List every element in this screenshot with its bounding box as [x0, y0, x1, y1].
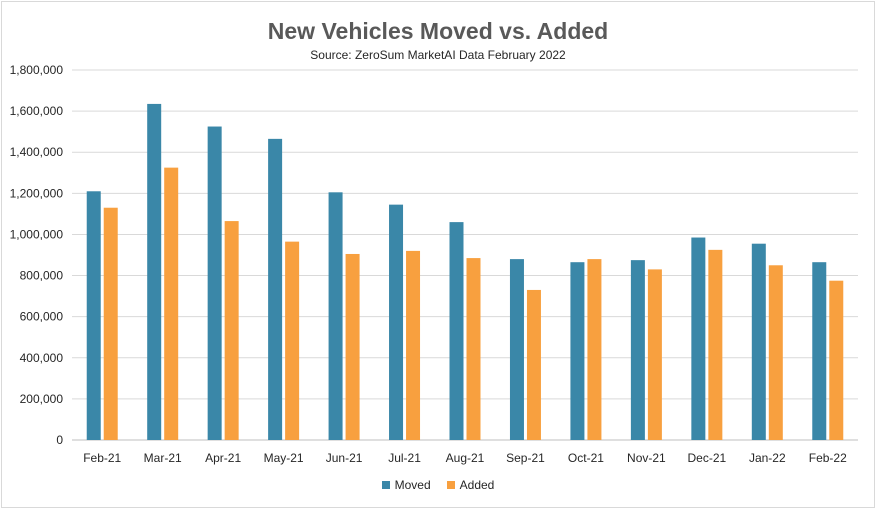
- y-tick-label: 400,000: [20, 351, 64, 365]
- chart-title: New Vehicles Moved vs. Added: [267, 18, 609, 44]
- bar-added-jun-21: [345, 253, 360, 440]
- x-axis-ticks: Feb-21 Mar-21 Apr-21 May-21 Jun-21 Jul-21 Aug-…: [83, 451, 847, 465]
- y-tick-label: 1,200,000: [10, 186, 64, 200]
- legend-label-added: Added: [459, 478, 495, 492]
- gridlines: [72, 69, 858, 441]
- bar-moved-aug-21: [449, 222, 464, 440]
- bar-moved-jul-21: [389, 204, 404, 440]
- x-tick-label: Jan-22: [749, 451, 786, 465]
- x-tick-label: Aug-21: [446, 451, 485, 465]
- bar-moved-nov-21: [630, 260, 645, 440]
- x-tick-label: Sep-21: [506, 451, 545, 465]
- bar-moved-apr-21: [207, 126, 222, 441]
- bar-added-mar-21: [164, 167, 179, 440]
- bars: [86, 103, 844, 441]
- y-tick-label: 1,800,000: [10, 63, 64, 77]
- y-tick-label: 1,600,000: [10, 104, 64, 118]
- bar-moved-sep-21: [509, 259, 524, 440]
- bar-added-apr-21: [224, 221, 239, 440]
- x-tick-label: May-21: [264, 451, 304, 465]
- bar-added-aug-21: [466, 258, 481, 440]
- x-tick-label: Mar-21: [144, 451, 182, 465]
- bar-moved-jun-21: [328, 192, 343, 440]
- bar-moved-jan-22: [751, 243, 766, 440]
- x-tick-label: Jun-21: [326, 451, 363, 465]
- bar-added-oct-21: [587, 259, 602, 440]
- bar-moved-dec-21: [691, 237, 706, 440]
- bar-added-feb-21: [103, 207, 118, 440]
- bar-moved-oct-21: [570, 262, 585, 440]
- legend-swatch-moved: [381, 481, 390, 489]
- x-tick-label: Feb-21: [83, 451, 121, 465]
- legend-item-added: Added: [446, 478, 495, 492]
- legend-item-moved: Moved: [381, 478, 431, 492]
- x-tick-label: Dec-21: [688, 451, 727, 465]
- bar-added-nov-21: [647, 269, 662, 440]
- x-tick-label: Feb-22: [809, 451, 847, 465]
- y-tick-label: 800,000: [20, 269, 64, 283]
- y-tick-label: 1,000,000: [10, 227, 64, 241]
- legend-label-moved: Moved: [394, 478, 431, 492]
- y-tick-label: 0: [56, 433, 63, 447]
- y-axis-ticks: 0 200,000 400,000 600,000 800,000 1,000,000 1,…: [10, 63, 64, 447]
- bar-added-sep-21: [526, 289, 541, 440]
- legend-swatch-added: [446, 481, 455, 489]
- bar-added-jul-21: [406, 250, 421, 440]
- x-tick-label: Jul-21: [388, 451, 421, 465]
- x-tick-label: Oct-21: [568, 451, 604, 465]
- y-tick-label: 600,000: [20, 310, 64, 324]
- legend: Moved Added: [0, 478, 876, 492]
- bar-moved-mar-21: [147, 103, 162, 441]
- y-tick-label: 1,400,000: [10, 145, 64, 159]
- bar-added-dec-21: [708, 249, 723, 440]
- x-tick-label: Apr-21: [205, 451, 241, 465]
- x-tick-label: Nov-21: [627, 451, 666, 465]
- chart-subtitle: Source: ZeroSum MarketAI Data February 2…: [310, 48, 566, 62]
- bar-moved-feb-22: [812, 262, 827, 440]
- bar-moved-may-21: [268, 138, 283, 440]
- y-tick-label: 200,000: [20, 392, 64, 406]
- bar-moved-feb-21: [86, 191, 101, 440]
- bar-added-may-21: [285, 241, 300, 440]
- bar-added-feb-22: [829, 280, 844, 440]
- bar-added-jan-22: [768, 265, 783, 440]
